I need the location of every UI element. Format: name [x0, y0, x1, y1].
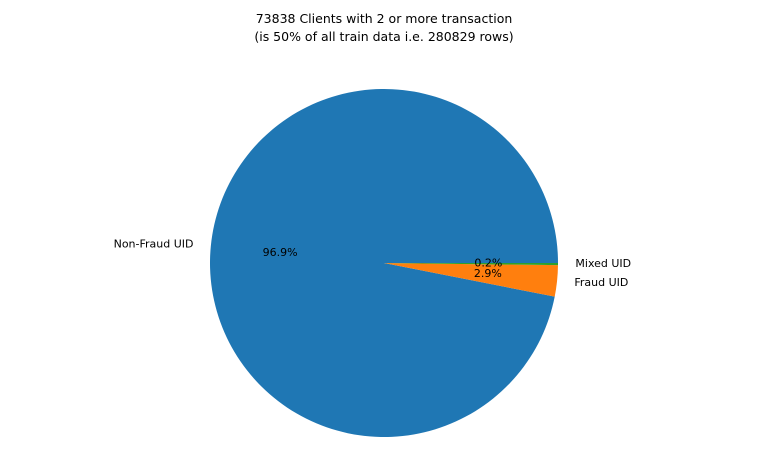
pie-labels: Non-Fraud UID 96.9% Fraud UID 2.9% Mixed UID…: [114, 237, 632, 288]
slice-label-mixed-uid: Mixed UID: [575, 257, 631, 270]
pie-slice-fraud-uid: [384, 263, 558, 297]
pie-slice-non-fraud-uid: [210, 89, 558, 438]
chart-title: 73838 Clients with 2 or more transaction: [256, 11, 513, 26]
slice-label-non-fraud-uid: Non-Fraud UID: [114, 237, 194, 250]
slice-label-fraud-uid: Fraud UID: [574, 276, 628, 289]
pie-slice-mixed-uid: [384, 263, 558, 266]
chart-subtitle: (is 50% of all train data i.e. 280829 ro…: [254, 29, 513, 44]
slice-percent-mixed-uid: 0.2%: [474, 257, 502, 270]
slice-percent-non-fraud-uid: 96.9%: [263, 246, 298, 259]
pie-slices: [210, 89, 558, 438]
slice-percent-fraud-uid: 2.9%: [474, 267, 502, 280]
